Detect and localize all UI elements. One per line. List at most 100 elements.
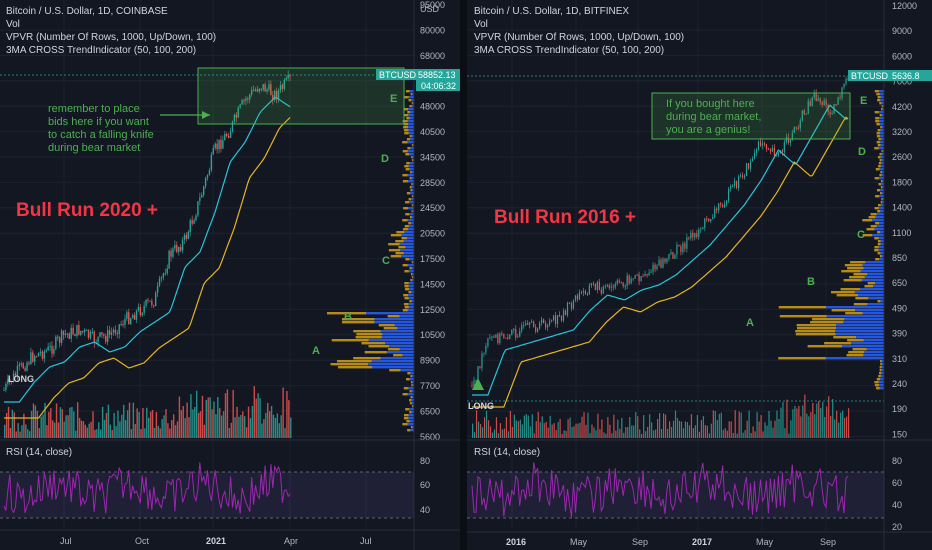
right-volume-bar [720,412,722,438]
left-candle-body [108,330,111,335]
right-vp-row-buy [881,192,884,195]
left-time-apr[interactable]: Apr [284,536,298,546]
left-vp-row-sell [402,228,408,231]
left-vp-row-sell [411,210,413,213]
right-candle-body [560,315,563,321]
right-time-sep[interactable]: Sep [632,537,648,547]
right-candle-body [726,200,728,205]
left-volume-bar [242,411,244,438]
right-candle-body [805,113,807,115]
right-time-sep-2[interactable]: Sep [820,537,836,547]
right-volume-bar [754,431,756,438]
right-candle-body [501,333,503,335]
right-candle-body [845,78,847,84]
left-candle-body [66,333,69,335]
left-annotation-line-2: bids here if you want [48,116,149,128]
left-vp-row-sell [342,318,375,321]
left-candle-body [156,285,159,293]
right-vp-row-sell [875,120,880,123]
right-candles [471,76,849,389]
right-price-axis[interactable]: 12000 9000 6000 7000 4200 3200 2600 1800 1400 110… [892,1,917,439]
left-vp-row-buy [411,198,414,201]
left-time-jul-2[interactable]: Jul [360,536,372,546]
right-volume-bar [676,418,679,438]
left-vp-row-buy [412,273,414,276]
left-volume-bar [268,411,271,438]
right-volume-bar [822,401,824,438]
right-ma-fast-line [472,104,849,396]
right-time-may[interactable]: May [570,537,588,547]
right-candle-body [580,292,583,294]
right-candle-body [743,175,746,178]
left-candle-body [176,244,178,252]
right-vp-row-buy [880,375,884,378]
right-vp-row-buy [878,90,884,93]
left-candle-body [243,100,245,102]
left-vp-row-buy [407,150,414,153]
right-candle-body [797,128,799,130]
right-vp-row-buy [882,198,884,201]
right-time-2016[interactable]: 2016 [506,537,526,547]
left-volume-bar [21,425,23,438]
right-vp-row-buy [881,372,884,375]
right-vp-row-buy [880,231,884,234]
left-price-tick: 17500 [420,254,445,264]
left-candle-body [149,300,151,302]
left-vp-row-sell [409,216,412,219]
right-vp-row-sell [847,339,864,342]
left-candle-body [287,74,289,79]
right-vp-row-sell [844,264,863,267]
right-candle-body [616,280,618,284]
left-volume-bar [228,427,231,438]
right-vp-row-buy [863,267,884,270]
right-vp-row-sell [880,180,883,183]
right-volume-bar [633,425,635,438]
right-vp-row-buy [854,291,884,294]
left-time-oct[interactable]: Oct [135,536,150,546]
left-volume-bar [78,417,81,438]
right-volume-bar [635,412,637,438]
left-volume-bar [240,414,242,438]
right-candle-body [634,275,636,279]
left-rsi-tick-60: 60 [420,480,430,490]
left-volume-bar [86,427,88,438]
right-candle-body [708,218,710,222]
left-price-tick: 80000 [420,25,445,35]
right-candle-body [684,243,686,249]
right-vp-row-buy [879,117,884,120]
left-price-axis[interactable]: 9500080000680005800048000405003450028500… [420,0,445,442]
left-vp-row-sell [403,114,409,117]
left-candle-body [97,336,99,343]
left-chart-panel[interactable]: Bitcoin / U.S. Dollar, 1D, COINBASE Vol … [0,0,460,550]
left-candle-body [45,350,47,352]
right-volume-bar [774,420,776,438]
right-time-2017[interactable]: 2017 [692,537,712,547]
right-vp-row-sell [778,306,827,309]
right-chart-panel[interactable]: Bitcoin / U.S. Dollar, 1D, BITFINEX Vol … [467,0,932,550]
right-candle-body [652,264,654,272]
right-vp-row-buy [862,312,884,315]
left-vp-row-sell [387,315,400,318]
right-candle-body [539,322,541,329]
left-price-badge-symbol: BTCUSD [379,70,417,80]
right-time-may-2[interactable]: May [756,537,774,547]
right-candle-body [479,366,481,368]
left-volume-bar [7,406,10,438]
right-vp-row-buy [881,102,884,105]
right-volume-bar [591,424,593,438]
right-chart-title: Bitcoin / U.S. Dollar, 1D, BITFINEX [474,6,629,17]
left-time-jul[interactable]: Jul [60,536,72,546]
left-volume-bar [220,415,223,438]
right-candle-body [761,143,764,146]
right-volume-bar [684,421,687,438]
right-candle-body [692,232,694,238]
left-volume-bar [148,417,150,438]
left-vp-row-sell [411,183,413,186]
left-volume-bar [282,387,284,438]
left-volume-bar [219,408,221,438]
right-candle-body [664,258,666,263]
left-time-2021[interactable]: 2021 [206,536,226,546]
left-candle-body [226,134,228,136]
right-candle-body [473,380,475,386]
right-candle-body [704,218,706,228]
